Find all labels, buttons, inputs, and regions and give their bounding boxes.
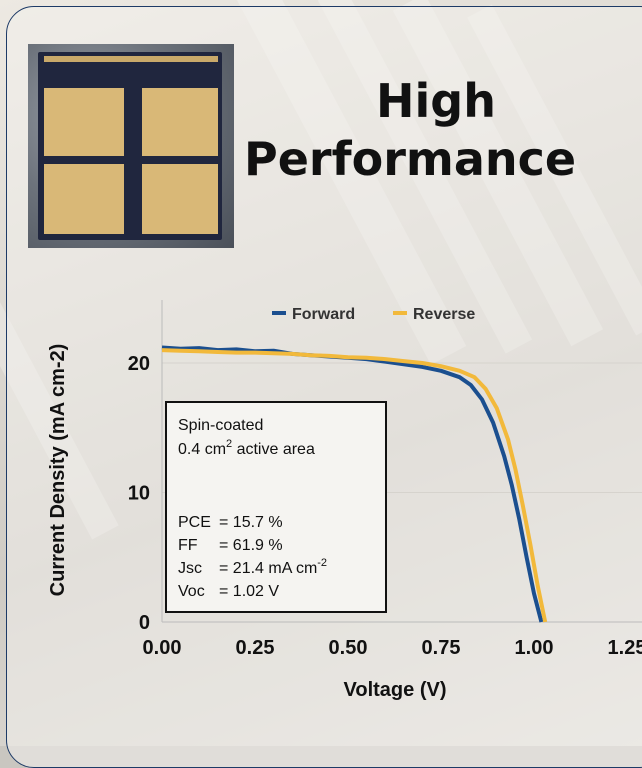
annotation-pce-label: PCE	[178, 514, 211, 531]
chart-legend: Forward Reverse	[272, 306, 475, 323]
annotation-jsc-exponent: -2	[317, 557, 327, 569]
x-tick-label: 1.25	[608, 637, 642, 659]
x-tick-label: 0.25	[236, 637, 275, 659]
annotation-pce-value: = 15.7 %	[219, 514, 283, 531]
device-contact-strip	[44, 56, 218, 62]
y-tick-label: 20	[128, 353, 150, 375]
x-tick-label: 1.00	[515, 637, 554, 659]
series-line-reverse	[161, 348, 548, 623]
x-axis-label: Voltage (V)	[344, 679, 447, 701]
solar-cell-photo	[28, 44, 234, 248]
chart-series	[161, 345, 548, 623]
x-tick-label: 0.50	[329, 637, 368, 659]
x-tick-labels: 0.00 0.25 0.50 0.75 1.00 1.25	[143, 637, 642, 659]
annotation-area-suffix: active area	[232, 441, 315, 458]
annotation-method: Spin-coated	[178, 417, 263, 434]
title-line-2: Performance	[244, 132, 577, 186]
annotation-jsc-label: Jsc	[178, 560, 202, 577]
y-tick-labels: 0 10 20	[128, 353, 150, 634]
x-tick-label: 0.00	[143, 637, 182, 659]
annotation-frame	[165, 401, 387, 613]
annotation-ff-label: FF	[178, 537, 198, 554]
device-pad	[142, 88, 218, 156]
annotation-ff-value: = 61.9 %	[219, 537, 283, 554]
x-tick-label: 0.75	[422, 637, 461, 659]
y-axis-label: Current Density (mA cm-2)	[47, 344, 69, 597]
annotation-voc-value: = 1.02 V	[219, 583, 279, 600]
annotation-box: Spin-coated 0.4 cm2 active area PCE = 15…	[165, 401, 387, 613]
device-pad	[44, 88, 124, 156]
legend-label-reverse: Reverse	[413, 306, 475, 323]
annotation-voc-label: Voc	[178, 583, 205, 600]
device-pad	[44, 164, 124, 234]
iv-curve-chart: 0.00 0.25 0.50 0.75 1.00 1.25 0 10 20 Voltage (…	[47, 300, 642, 701]
device-pad	[142, 164, 218, 234]
legend-label-forward: Forward	[292, 306, 355, 323]
annotation-area-value: 0.4 cm	[178, 441, 226, 458]
annotation-jsc-value: = 21.4 mA cm-2	[219, 557, 327, 577]
annotation-area-exponent: 2	[226, 438, 232, 450]
title-line-1: High	[376, 74, 496, 128]
series-line-forward	[161, 345, 544, 623]
device-substrate	[38, 52, 222, 240]
annotation-area: 0.4 cm2 active area	[178, 438, 315, 458]
annotation-jsc-number: = 21.4 mA cm	[219, 560, 317, 577]
y-tick-label: 0	[139, 612, 150, 634]
y-tick-label: 10	[128, 483, 150, 505]
